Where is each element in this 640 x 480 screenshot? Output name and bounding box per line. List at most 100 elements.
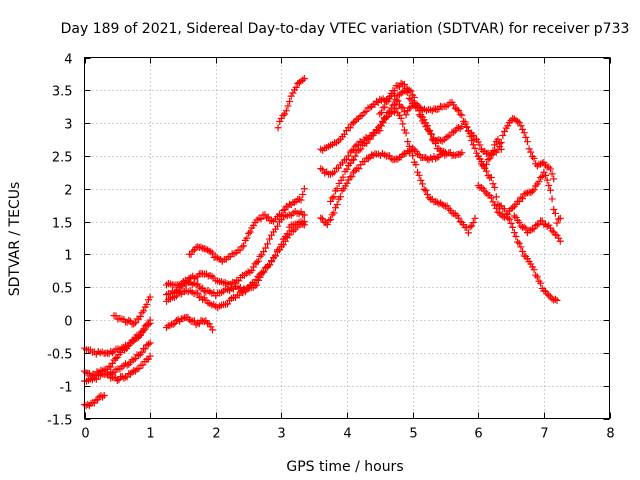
data-point — [351, 152, 359, 160]
data-point — [238, 243, 246, 251]
data-point — [357, 145, 365, 153]
x-axis-title: GPS time / hours — [286, 459, 403, 475]
data-point — [550, 205, 558, 213]
data-point — [213, 254, 221, 262]
data-point — [402, 129, 410, 137]
data-point — [410, 93, 418, 101]
data-point — [432, 140, 440, 148]
data-point — [146, 293, 154, 301]
data-point — [525, 145, 533, 153]
data-point — [502, 210, 510, 218]
data-point — [435, 200, 443, 208]
data-point — [346, 124, 354, 132]
data-point — [369, 151, 377, 159]
data-point — [414, 103, 422, 111]
data-point — [527, 260, 535, 268]
data-point — [402, 84, 410, 92]
data-point — [507, 219, 515, 227]
data-point — [399, 104, 407, 112]
data-point — [295, 195, 303, 203]
data-point — [348, 156, 356, 164]
data-point — [540, 168, 548, 176]
data-point — [533, 273, 541, 281]
data-point — [331, 168, 339, 176]
data-point — [366, 135, 374, 143]
data-point — [469, 131, 477, 139]
data-point — [287, 92, 295, 100]
data-point — [172, 317, 180, 325]
data-point — [515, 239, 523, 247]
data-point — [391, 92, 399, 100]
data-point — [382, 98, 390, 106]
data-point — [487, 194, 495, 202]
data-point — [327, 197, 335, 205]
data-point — [368, 132, 376, 140]
data-point — [125, 370, 133, 378]
x-tick-label: 0 — [81, 427, 89, 442]
data-point — [135, 352, 143, 360]
data-point — [174, 289, 182, 297]
data-point — [469, 219, 477, 227]
data-point — [236, 284, 244, 292]
data-point — [123, 361, 131, 369]
data-point — [204, 246, 212, 254]
data-point — [350, 168, 358, 176]
data-point — [289, 89, 297, 97]
y-axis-title: SDTVAR / TECUs — [7, 182, 23, 297]
data-point — [92, 396, 100, 404]
data-point — [254, 257, 262, 265]
y-tick-label: 0.5 — [52, 282, 73, 297]
data-point — [450, 128, 458, 136]
data-point — [264, 240, 272, 248]
data-point — [245, 229, 253, 237]
data-point — [445, 205, 453, 213]
series-arc-22 — [461, 120, 505, 172]
data-point — [166, 322, 174, 330]
data-point — [169, 321, 177, 329]
data-point — [538, 172, 546, 180]
data-point — [448, 209, 456, 217]
data-point — [464, 229, 472, 237]
data-point — [410, 146, 418, 154]
data-point — [325, 216, 333, 224]
data-point — [125, 316, 133, 324]
y-tick-label: 1.5 — [52, 217, 73, 232]
series-arc-4 — [103, 352, 154, 385]
data-point — [277, 211, 285, 219]
data-point — [517, 222, 525, 230]
data-point — [540, 287, 548, 295]
data-point — [509, 204, 517, 212]
data-point — [146, 352, 154, 360]
data-point — [555, 215, 563, 223]
data-point — [468, 137, 476, 145]
data-point — [199, 296, 207, 304]
data-point — [299, 191, 307, 199]
data-point — [113, 377, 121, 385]
data-point — [257, 215, 265, 223]
data-point — [546, 186, 554, 194]
data-point — [478, 183, 486, 191]
data-point — [427, 154, 435, 162]
data-point — [273, 222, 281, 230]
data-point — [512, 213, 520, 221]
data-point — [186, 316, 193, 324]
data-point — [458, 111, 466, 119]
x-tick-label: 2 — [212, 427, 220, 442]
data-point — [207, 248, 215, 256]
data-point — [437, 136, 445, 144]
axis-ticks: 0 1 2 3 4 5 6 7 8 -1.5 -1 -0.5 0 0.5 1 1.5 2 2.5 3 3.5 4 — [47, 53, 615, 442]
data-point — [405, 142, 413, 150]
data-point — [489, 180, 497, 188]
data-point — [327, 216, 335, 224]
data-point — [376, 110, 384, 118]
data-point — [281, 110, 289, 118]
data-point — [478, 158, 486, 166]
data-point — [271, 252, 279, 260]
data-point — [405, 86, 413, 94]
data-point — [420, 185, 428, 193]
data-point — [532, 221, 540, 229]
data-point — [108, 349, 116, 357]
data-point — [141, 345, 149, 353]
data-point — [456, 218, 464, 226]
